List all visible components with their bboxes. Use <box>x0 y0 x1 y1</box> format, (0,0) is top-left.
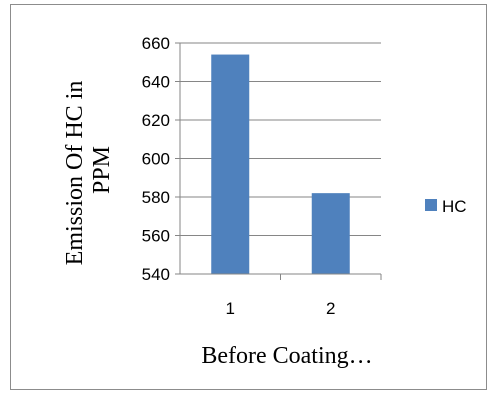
gridlines <box>175 42 381 275</box>
y-tick-label: 640 <box>142 73 170 92</box>
y-axis-title-line-2: PPM <box>89 146 115 194</box>
legend-label-hc: HC <box>442 197 467 216</box>
bar-1 <box>211 54 250 274</box>
bar-2 <box>311 193 350 274</box>
y-axis-title: Emission Of HC in PPM <box>62 75 115 266</box>
x-axis-title: Before Coating… <box>201 343 372 369</box>
bars <box>211 54 350 274</box>
y-tick-label: 600 <box>142 150 170 169</box>
y-tick-label: 580 <box>142 188 170 207</box>
y-tick-label: 660 <box>142 34 170 53</box>
legend-swatch-hc <box>425 199 437 211</box>
y-tick-label: 620 <box>142 111 170 130</box>
x-tick-label: 2 <box>326 299 335 318</box>
y-axis-tick-labels: 540 560 580 600 620 640 660 <box>142 34 170 284</box>
y-tick-label: 540 <box>142 265 170 284</box>
legend: HC <box>425 197 467 216</box>
y-tick-label: 560 <box>142 227 170 246</box>
x-tick-label: 1 <box>226 299 235 318</box>
y-axis-title-line-1: Emission Of HC in <box>62 81 88 266</box>
